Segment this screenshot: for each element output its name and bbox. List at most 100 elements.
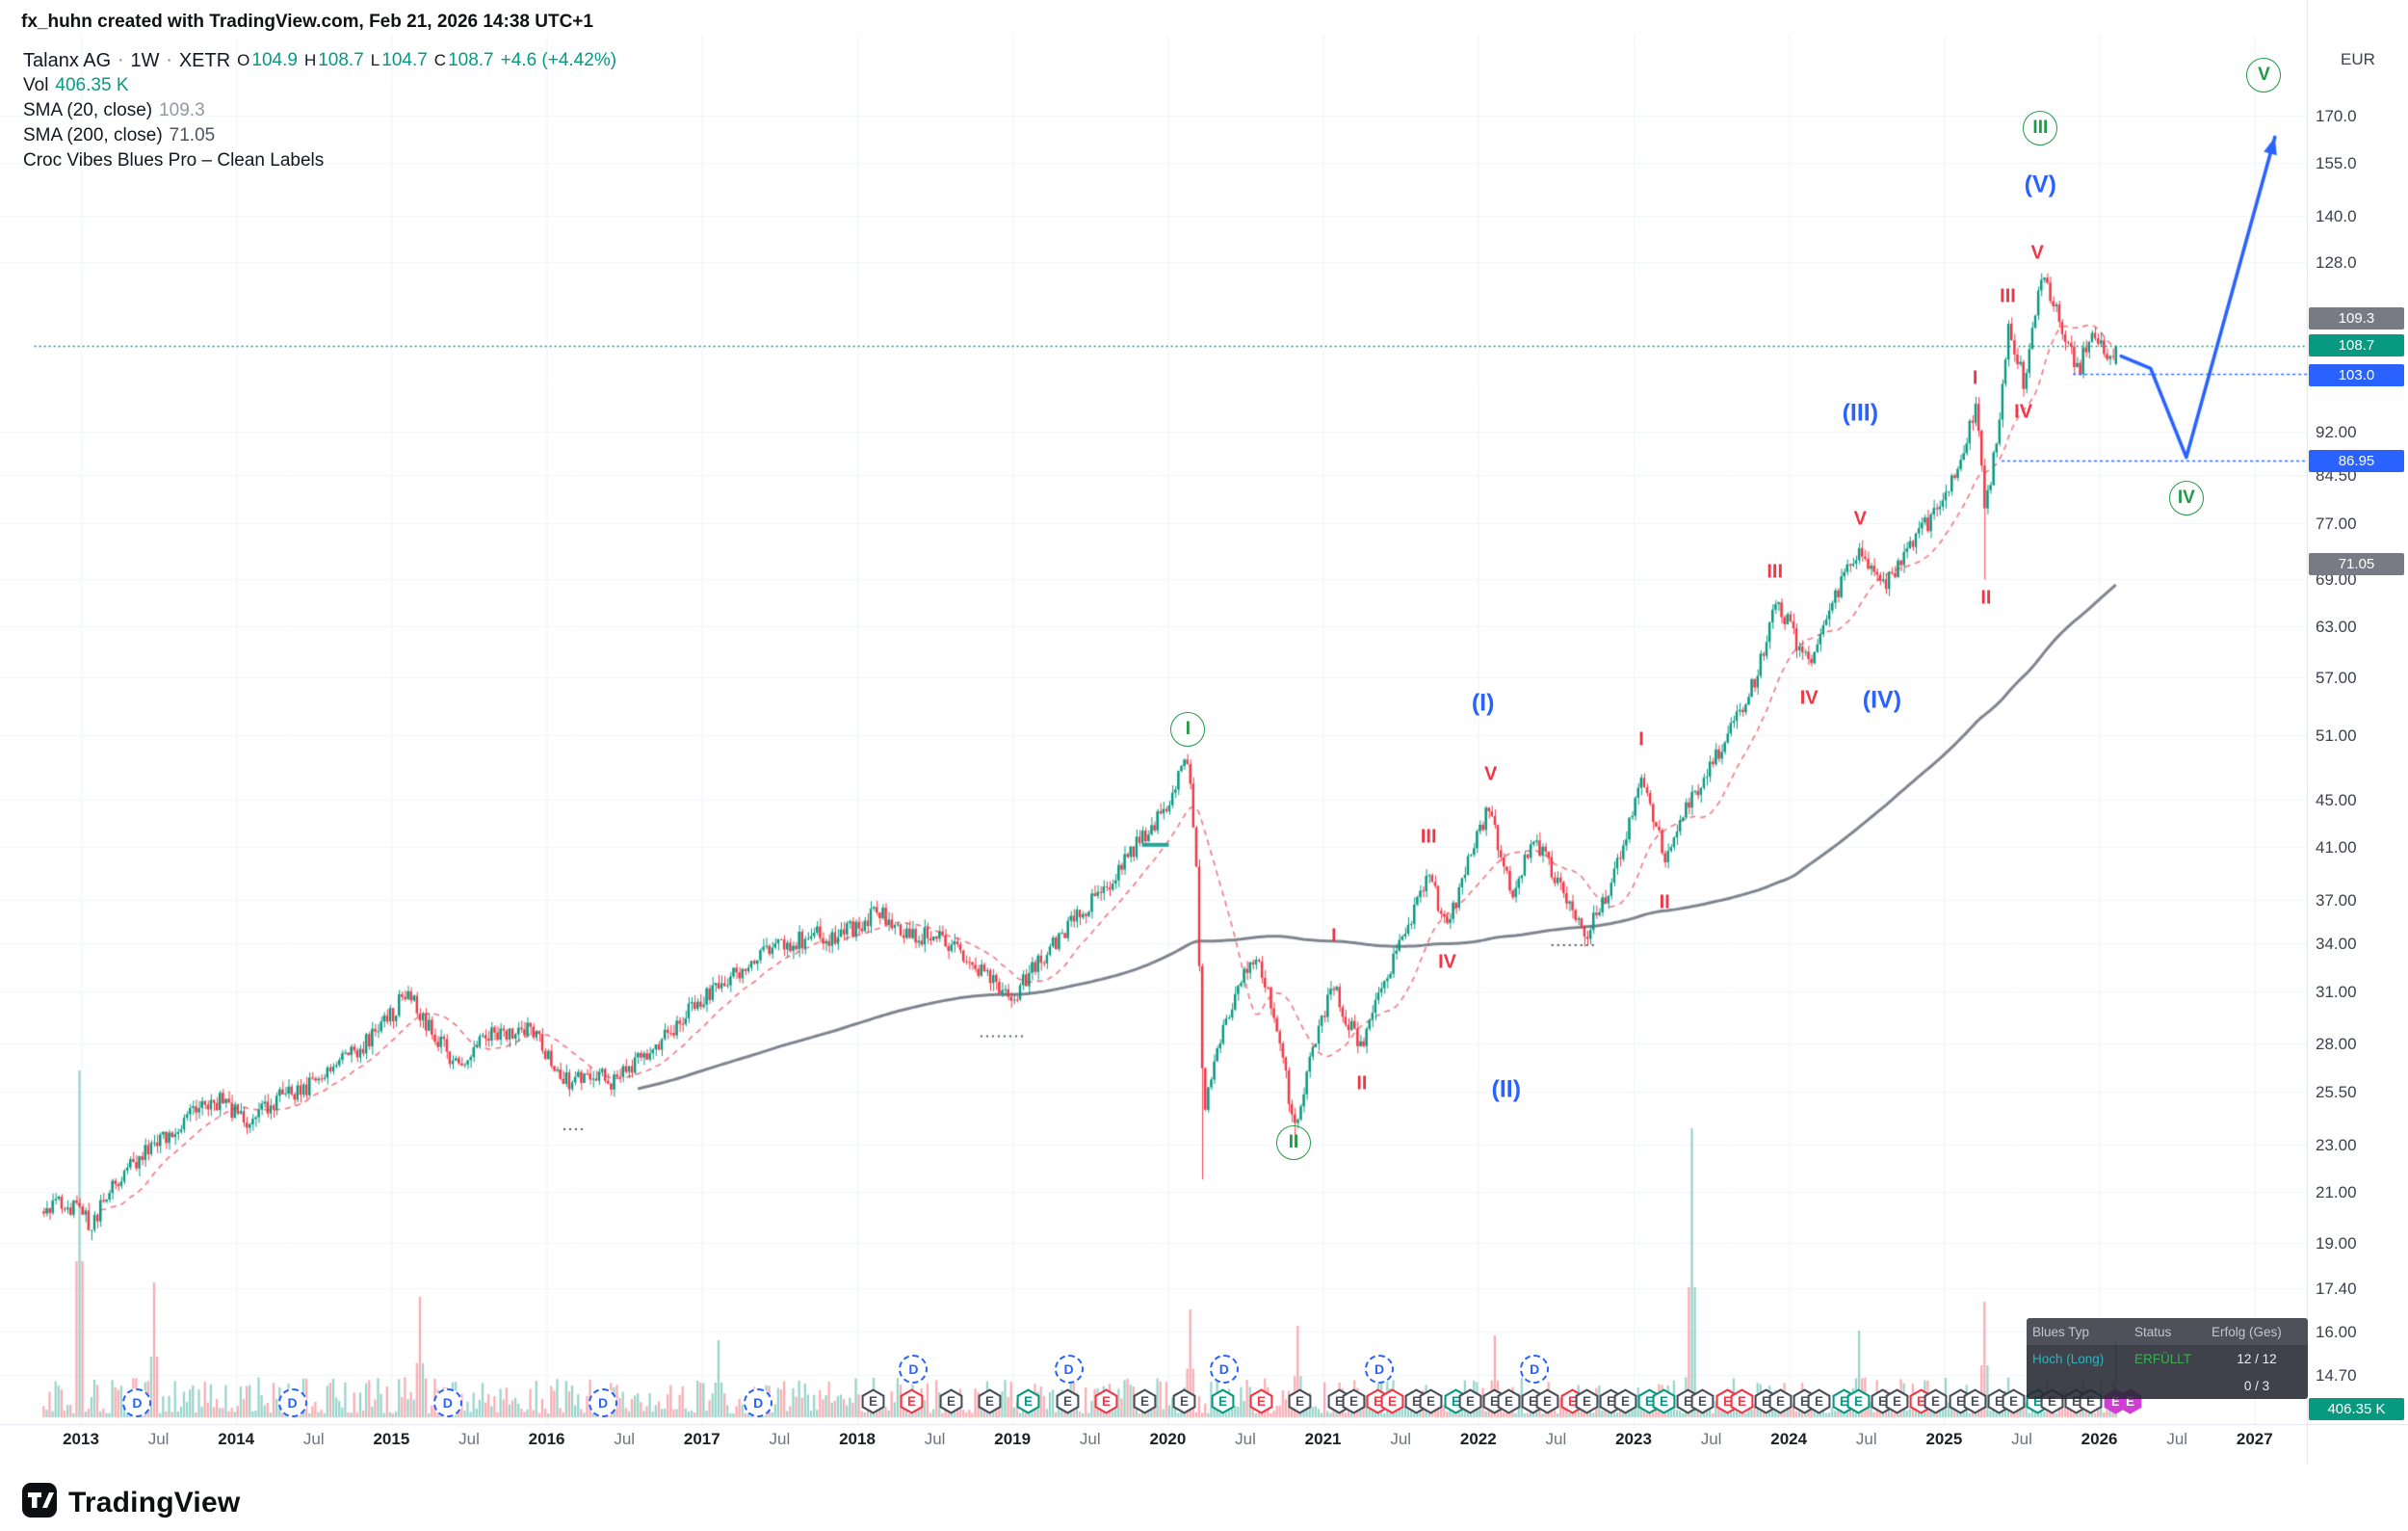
- earnings-marker[interactable]: E: [938, 1388, 964, 1414]
- close-value: 108.7: [448, 50, 494, 70]
- earnings-marker[interactable]: E: [1923, 1388, 1949, 1414]
- svg-text:E: E: [1490, 1394, 1499, 1409]
- elliott-wave-primary-V[interactable]: V: [2246, 57, 2282, 92]
- elliott-wave-minor-V[interactable]: V: [1853, 508, 1868, 530]
- svg-text:E: E: [2126, 1394, 2134, 1409]
- dividend-marker[interactable]: D: [432, 1388, 462, 1417]
- earnings-marker[interactable]: E: [1015, 1388, 1041, 1414]
- currency-label: EUR: [2341, 50, 2375, 68]
- elliott-wave-intermediate-V[interactable]: (V): [2024, 171, 2057, 198]
- dividend-marker[interactable]: D: [744, 1388, 773, 1417]
- svg-text:E: E: [1466, 1394, 1475, 1409]
- earnings-marker[interactable]: E: [1418, 1388, 1444, 1414]
- svg-text:E: E: [1296, 1394, 1304, 1409]
- elliott-wave-minor-II[interactable]: II: [1980, 587, 1992, 609]
- elliott-wave-primary-I[interactable]: I: [1170, 711, 1206, 747]
- indicator-label: Croc Vibes Blues Pro – Clean Labels: [23, 150, 325, 171]
- dividend-marker[interactable]: D: [1054, 1355, 1084, 1384]
- elliott-wave-minor-IV[interactable]: IV: [1799, 687, 1819, 708]
- elliott-wave-primary-II[interactable]: II: [1275, 1124, 1311, 1160]
- svg-text:E: E: [2048, 1394, 2056, 1409]
- svg-text:E: E: [1140, 1394, 1149, 1409]
- elliott-wave-intermediate-IV[interactable]: (IV): [1862, 686, 1902, 714]
- elliott-wave-primary-IV[interactable]: IV: [2168, 481, 2204, 516]
- dividend-marker[interactable]: D: [589, 1388, 618, 1417]
- tradingview-logo-icon[interactable]: [21, 1482, 58, 1523]
- elliott-wave-intermediate-II[interactable]: (II): [1491, 1075, 1522, 1103]
- earnings-marker[interactable]: E: [1845, 1388, 1871, 1414]
- time-axis-tick: 2014: [218, 1430, 255, 1448]
- elliott-wave-minor-II[interactable]: II: [1356, 1072, 1368, 1095]
- earnings-marker[interactable]: E: [1132, 1388, 1158, 1414]
- elliott-wave-minor-V[interactable]: V: [1484, 763, 1498, 785]
- earnings-marker[interactable]: E: [977, 1388, 1003, 1414]
- elliott-wave-minor-III[interactable]: III: [1420, 826, 1437, 848]
- earnings-marker[interactable]: E: [1534, 1388, 1560, 1414]
- volume-axis-badge: 406.35 K: [2309, 1397, 2404, 1420]
- dividend-marker[interactable]: D: [1365, 1355, 1395, 1384]
- earnings-marker[interactable]: E: [1574, 1388, 1600, 1414]
- elliott-wave-minor-I[interactable]: I: [1638, 728, 1644, 751]
- sma200-row[interactable]: SMA (200, close) 71.05: [23, 123, 616, 148]
- sma20-row[interactable]: SMA (20, close) 109.3: [23, 98, 616, 123]
- svg-text:E: E: [1180, 1394, 1189, 1409]
- elliott-wave-minor-III[interactable]: III: [2000, 285, 2016, 307]
- earnings-marker[interactable]: E: [1884, 1388, 1910, 1414]
- price-axis-badge: 108.7: [2309, 334, 2404, 357]
- volume-row[interactable]: Vol 406.35 K: [23, 73, 616, 98]
- earnings-marker[interactable]: E: [1171, 1388, 1197, 1414]
- svg-text:E: E: [1543, 1394, 1552, 1409]
- panel-header-typ: Blues Typ: [2032, 1324, 2090, 1339]
- earnings-marker[interactable]: E: [1496, 1388, 1522, 1414]
- elliott-wave-primary-III[interactable]: III: [2023, 110, 2058, 145]
- symbol-row[interactable]: Talanx AG · 1W · XETR O 104.9 H 108.7 L 104…: [23, 48, 616, 73]
- price-axis-tick: 21.00: [2316, 1182, 2357, 1201]
- earnings-marker[interactable]: E: [1287, 1388, 1313, 1414]
- elliott-wave-minor-V[interactable]: V: [2030, 242, 2044, 264]
- earnings-marker[interactable]: E: [1729, 1388, 1755, 1414]
- elliott-wave-minor-I[interactable]: I: [1331, 925, 1337, 947]
- time-axis-tick: Jul: [2011, 1430, 2032, 1448]
- indicator-row[interactable]: Croc Vibes Blues Pro – Clean Labels: [23, 148, 616, 173]
- earnings-marker[interactable]: E: [1210, 1388, 1236, 1414]
- elliott-wave-minor-IV[interactable]: IV: [1438, 951, 1456, 973]
- earnings-marker[interactable]: E: [1689, 1388, 1715, 1414]
- svg-text:E: E: [1917, 1394, 1925, 1409]
- earnings-marker[interactable]: E: [1612, 1388, 1638, 1414]
- dividend-marker[interactable]: D: [899, 1355, 929, 1384]
- earnings-marker[interactable]: E: [899, 1388, 925, 1414]
- earnings-marker[interactable]: E: [2001, 1388, 2027, 1414]
- elliott-wave-intermediate-III[interactable]: (III): [1842, 399, 1879, 427]
- elliott-wave-minor-III[interactable]: III: [1767, 561, 1784, 583]
- volume-label: Vol: [23, 75, 49, 95]
- time-axis-tick: Jul: [924, 1430, 946, 1448]
- dividend-marker[interactable]: D: [122, 1388, 152, 1417]
- brand-wordmark[interactable]: TradingView: [68, 1486, 241, 1518]
- price-axis-badge: 103.0: [2309, 364, 2404, 387]
- price-axis-badge: 109.3: [2309, 307, 2404, 330]
- earnings-marker[interactable]: E: [1806, 1388, 1832, 1414]
- elliott-wave-minor-IV[interactable]: IV: [2014, 401, 2033, 423]
- time-axis-tick: 2026: [2081, 1430, 2118, 1448]
- dividend-marker[interactable]: D: [277, 1388, 307, 1417]
- dividend-marker[interactable]: D: [1209, 1355, 1239, 1384]
- time-axis-tick: 2019: [994, 1430, 1032, 1448]
- elliott-wave-intermediate-I[interactable]: (I): [1471, 689, 1495, 717]
- earnings-marker[interactable]: E: [1651, 1388, 1677, 1414]
- earnings-marker[interactable]: E: [1767, 1388, 1793, 1414]
- earnings-marker[interactable]: E: [1055, 1388, 1081, 1414]
- svg-text:E: E: [1102, 1394, 1111, 1409]
- earnings-marker[interactable]: E: [1341, 1388, 1367, 1414]
- earnings-marker[interactable]: E: [1093, 1388, 1119, 1414]
- earnings-marker[interactable]: E: [1248, 1388, 1274, 1414]
- elliott-wave-minor-I[interactable]: I: [1972, 367, 1978, 389]
- earnings-marker[interactable]: E: [1457, 1388, 1483, 1414]
- elliott-wave-minor-II[interactable]: II: [1659, 891, 1670, 913]
- dividend-marker[interactable]: D: [1520, 1355, 1550, 1384]
- earnings-marker[interactable]: E: [860, 1388, 886, 1414]
- svg-text:E: E: [1738, 1394, 1746, 1409]
- earnings-marker[interactable]: E: [1962, 1388, 1988, 1414]
- earnings-marker[interactable]: E: [1379, 1388, 1405, 1414]
